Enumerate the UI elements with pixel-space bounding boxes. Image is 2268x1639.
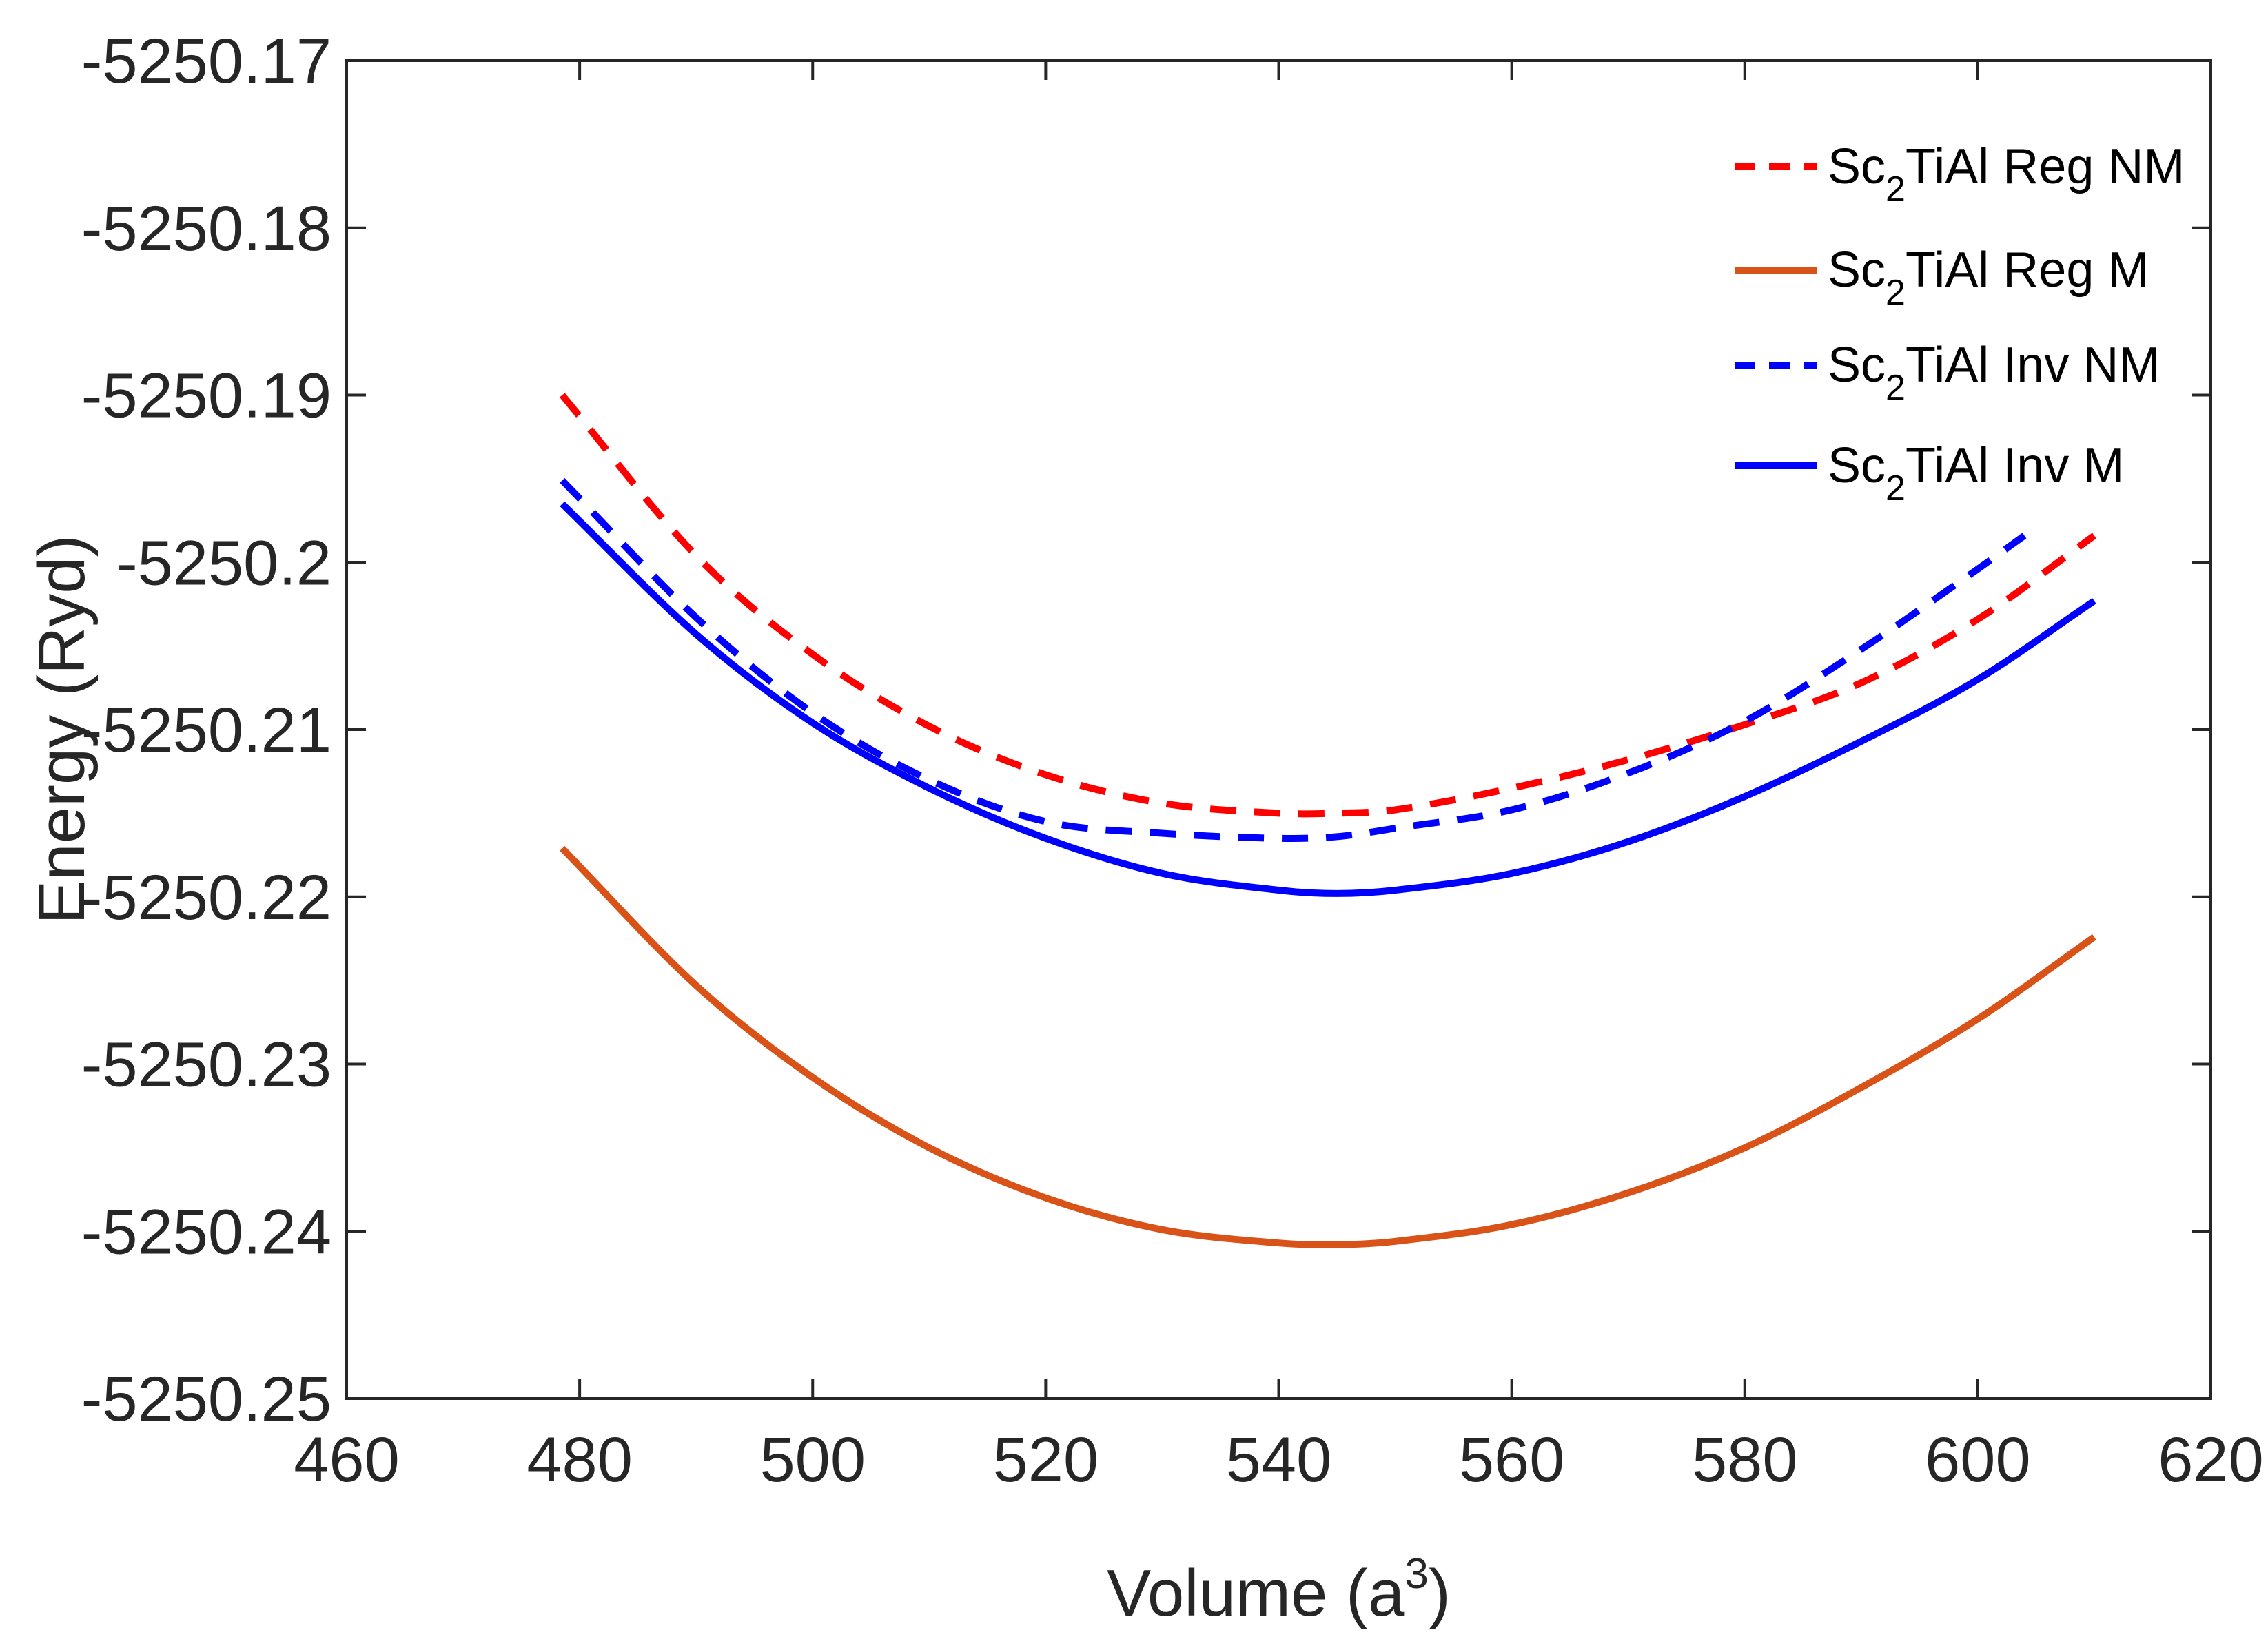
legend-label-main: Sc — [1828, 438, 1886, 493]
legend-label-subscript: 2 — [1886, 273, 1906, 313]
x-tick-label: 540 — [1226, 1425, 1332, 1495]
x-tick-label: 520 — [993, 1425, 1099, 1495]
legend-label-main: Sc — [1828, 139, 1886, 194]
series-line-4 — [560, 501, 2096, 897]
series-line-2 — [560, 845, 2096, 1248]
y-tick-label: -5250.19 — [81, 361, 331, 431]
legend-label-rest: TiAl Inv M — [1906, 438, 2124, 493]
y-tick-label: -5250.23 — [81, 1030, 331, 1100]
x-axis-title-close: ) — [1429, 1556, 1451, 1630]
plot-area: 460 480 500 520 540 560 580 600 620 -5250.17-525… — [81, 26, 2264, 1495]
legend-label-main: Sc — [1828, 243, 1886, 298]
x-tick-label: 500 — [760, 1425, 866, 1495]
legend-label-rest: TiAl Reg NM — [1906, 139, 2185, 194]
legend-label-1: Sc2TiAl Reg NM — [1828, 139, 2185, 209]
y-tick-label: -5250.25 — [81, 1364, 331, 1434]
x-axis-title-superscript: 3 — [1404, 1550, 1428, 1598]
x-axis-title: Volume (a3) — [1107, 1550, 1451, 1630]
x-tick-label: 620 — [2158, 1425, 2264, 1495]
legend-label-main: Sc — [1828, 338, 1886, 393]
y-tick-label: -5250.2 — [116, 528, 331, 598]
x-tick-label: 560 — [1459, 1425, 1565, 1495]
legend-label-3: Sc2TiAl Inv NM — [1828, 338, 2160, 408]
y-tick-label: -5250.17 — [81, 26, 331, 96]
legend-label-2: Sc2TiAl Reg M — [1828, 243, 2149, 313]
y-tick-label: -5250.21 — [81, 695, 331, 765]
legend-label-subscript: 2 — [1886, 368, 1906, 408]
y-tick-label: -5250.22 — [81, 863, 331, 933]
x-axis-title-main: Volume (a — [1107, 1556, 1405, 1630]
series-layer — [559, 393, 2096, 1248]
y-axis: -5250.17 -5250.18 -5250.19 -5250.2 -5250.21 -… — [81, 26, 2211, 1434]
x-tick-label: 600 — [1925, 1425, 2031, 1495]
legend-label-subscript: 2 — [1886, 468, 1906, 508]
legend-label-4: Sc2TiAl Inv M — [1828, 438, 2124, 508]
series-line-1 — [559, 393, 2096, 818]
legend-label-rest: TiAl Reg M — [1906, 243, 2149, 298]
x-axis: 460 480 500 520 540 560 580 600 620 — [294, 61, 2264, 1495]
y-tick-label: -5250.18 — [81, 194, 331, 264]
legend-label-subscript: 2 — [1886, 169, 1906, 209]
y-tick-label: -5250.24 — [81, 1197, 331, 1267]
x-tick-label: 580 — [1692, 1425, 1798, 1495]
x-tick-label: 460 — [294, 1425, 400, 1495]
x-tick-label: 480 — [527, 1425, 633, 1495]
plot-frame — [345, 59, 2212, 1400]
legend-label-rest: TiAl Inv NM — [1906, 338, 2160, 393]
y-axis-title: Energy (Ryd) — [25, 535, 99, 925]
